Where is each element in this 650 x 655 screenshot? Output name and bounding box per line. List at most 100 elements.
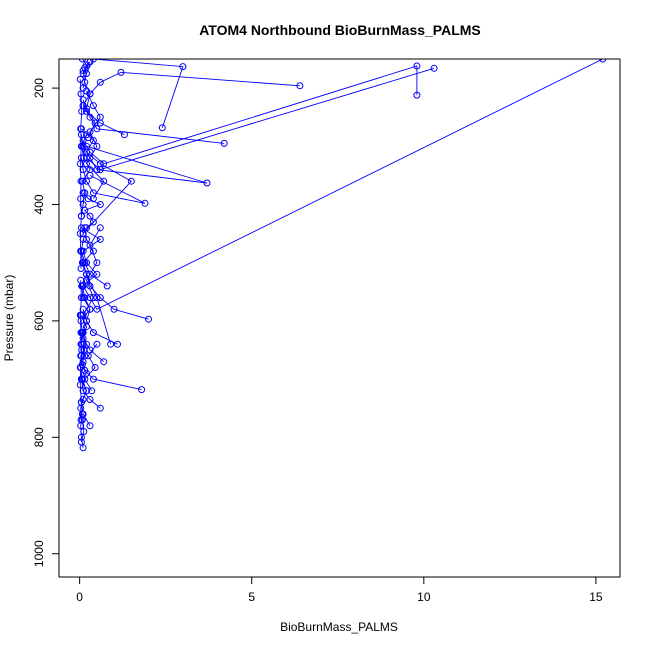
data-point [114, 340, 121, 348]
y-axis: 200 400 600 800 1000 [32, 78, 60, 567]
data-point [110, 305, 118, 313]
data-point [93, 340, 101, 348]
data-point [100, 160, 108, 168]
data-point [96, 113, 104, 121]
data-point [89, 102, 97, 110]
data-point [83, 276, 90, 284]
series-line-28 [84, 343, 98, 392]
data-point [89, 195, 97, 203]
data-point [79, 282, 87, 290]
data-point [86, 212, 94, 220]
data-point [84, 352, 92, 360]
series-line-25 [85, 90, 105, 199]
series-line-8 [80, 157, 146, 204]
data-point [76, 230, 84, 238]
x-tick-label: 0 [76, 590, 83, 604]
data-point [93, 142, 101, 150]
data-point [96, 78, 104, 86]
x-axis: 0 5 10 15 [76, 576, 603, 604]
data-point [83, 160, 90, 168]
data-point [77, 90, 85, 98]
data-point [77, 416, 85, 424]
data-point [107, 340, 115, 348]
data-point [77, 294, 85, 302]
x-axis-label: BioBurnMass_PALMS [280, 620, 398, 634]
series-line-17 [80, 239, 108, 287]
data-area [76, 59, 607, 452]
series-line-24 [79, 280, 83, 420]
y-tick-label: 200 [32, 78, 46, 98]
data-point [81, 375, 89, 383]
data-point [430, 64, 438, 72]
series-line-29 [82, 59, 91, 74]
data-point [83, 323, 90, 331]
data-point [89, 329, 97, 337]
series-line-2 [80, 285, 142, 391]
data-point [96, 166, 104, 174]
data-point [86, 59, 94, 66]
data-point [77, 265, 85, 272]
x-tick-label: 10 [417, 590, 431, 604]
data-point [93, 294, 101, 302]
data-point [76, 381, 84, 389]
data-point [84, 134, 92, 142]
data-point [83, 105, 90, 112]
chart-title: ATOM4 Northbound BioBurnMass_PALMS [199, 22, 481, 38]
data-point [91, 119, 99, 127]
data-point [77, 195, 85, 203]
series-line-11 [82, 65, 418, 165]
data-point [79, 444, 87, 452]
data-point [599, 59, 607, 63]
x-tick-label: 15 [589, 590, 603, 604]
y-tick-label: 600 [32, 311, 46, 331]
data-point [86, 171, 94, 179]
data-point [81, 64, 89, 72]
series-line-16 [82, 59, 184, 128]
data-point [86, 270, 94, 278]
data-point [103, 282, 111, 290]
data-point [83, 340, 90, 348]
data-point [77, 177, 85, 185]
data-point [100, 177, 108, 185]
series-line-5 [80, 59, 603, 310]
x-tick-label: 5 [248, 590, 255, 604]
series-line-22 [80, 413, 84, 448]
data-point [77, 329, 85, 337]
data-point [86, 241, 94, 249]
data-point [78, 59, 86, 63]
data-point [81, 78, 89, 86]
data-point [88, 387, 96, 395]
data-point [83, 224, 90, 232]
data-point [86, 396, 94, 403]
data-point [77, 433, 85, 441]
series-line-26 [82, 70, 96, 138]
data-point [96, 235, 104, 243]
data-point [96, 201, 104, 208]
y-tick-label: 800 [32, 427, 46, 447]
data-point [141, 199, 149, 207]
data-point [96, 224, 104, 232]
data-point [117, 68, 125, 76]
series-line-20 [82, 262, 112, 345]
data-point [89, 218, 97, 226]
data-point [77, 398, 85, 406]
data-point [91, 364, 99, 371]
series-line-12 [80, 67, 435, 171]
data-point [79, 201, 87, 208]
data-point [93, 270, 101, 278]
data-point [83, 235, 90, 243]
data-point [86, 90, 94, 98]
data-point [100, 358, 108, 366]
data-point [77, 212, 85, 220]
series-line-7 [80, 134, 91, 217]
data-point [93, 259, 101, 267]
data-point [413, 62, 421, 70]
data-point [138, 386, 146, 394]
data-point [77, 142, 85, 150]
data-point [127, 177, 135, 185]
data-point [78, 346, 86, 354]
data-point [83, 387, 90, 395]
data-point [413, 91, 421, 99]
